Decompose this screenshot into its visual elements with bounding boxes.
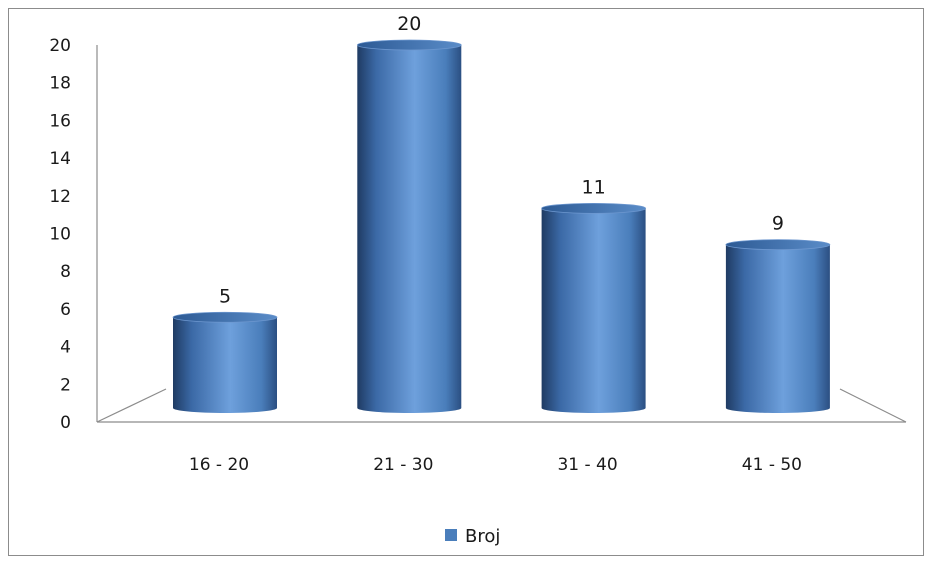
y-tick-label: 14: [49, 149, 71, 169]
x-tick-labels: 16 - 20 21 - 30 31 - 40 41 - 50: [189, 455, 802, 475]
bars: [172, 39, 831, 413]
y-tick-label: 10: [49, 225, 71, 245]
y-tick-label: 2: [60, 375, 71, 395]
floor-right-edge: [839, 388, 907, 423]
y-tick-label: 20: [49, 36, 71, 56]
bar-body: [725, 244, 830, 413]
data-label: 11: [582, 176, 606, 198]
bar: [541, 202, 646, 413]
bar-top: [725, 239, 831, 251]
x-tick-label: 41 - 50: [742, 455, 802, 475]
legend: Broj: [445, 526, 500, 547]
floor-left-edge: [96, 388, 167, 423]
data-labels: 5 20 11 9: [219, 13, 784, 307]
y-tick-label: 16: [49, 111, 71, 131]
bar-body: [541, 208, 646, 413]
data-label: 5: [219, 285, 231, 307]
bar: [725, 239, 831, 413]
bar: [172, 311, 278, 413]
x-tick-label: 31 - 40: [557, 455, 617, 475]
y-tick-label: 6: [60, 300, 71, 320]
legend-label: Broj: [465, 526, 500, 547]
bar: [356, 39, 462, 413]
legend-swatch: [445, 529, 457, 541]
y-tick-label: 18: [49, 74, 71, 94]
chart-axes: [96, 45, 907, 423]
bar-body: [173, 317, 277, 413]
bar-body: [357, 45, 462, 413]
bar-top: [356, 39, 462, 51]
y-tick-label: 8: [60, 262, 71, 282]
y-tick-label: 0: [60, 413, 71, 433]
y-tick-label: 4: [60, 338, 71, 358]
bar-top: [172, 311, 278, 323]
data-label: 20: [397, 13, 421, 35]
bar-top: [541, 202, 646, 214]
x-tick-label: 21 - 30: [373, 455, 433, 475]
data-label: 9: [772, 213, 784, 235]
y-tick-label: 12: [49, 187, 71, 207]
x-tick-label: 16 - 20: [189, 455, 249, 475]
y-tick-labels: 0 2 4 6 8 10 12 14 16 18 20: [49, 36, 71, 433]
